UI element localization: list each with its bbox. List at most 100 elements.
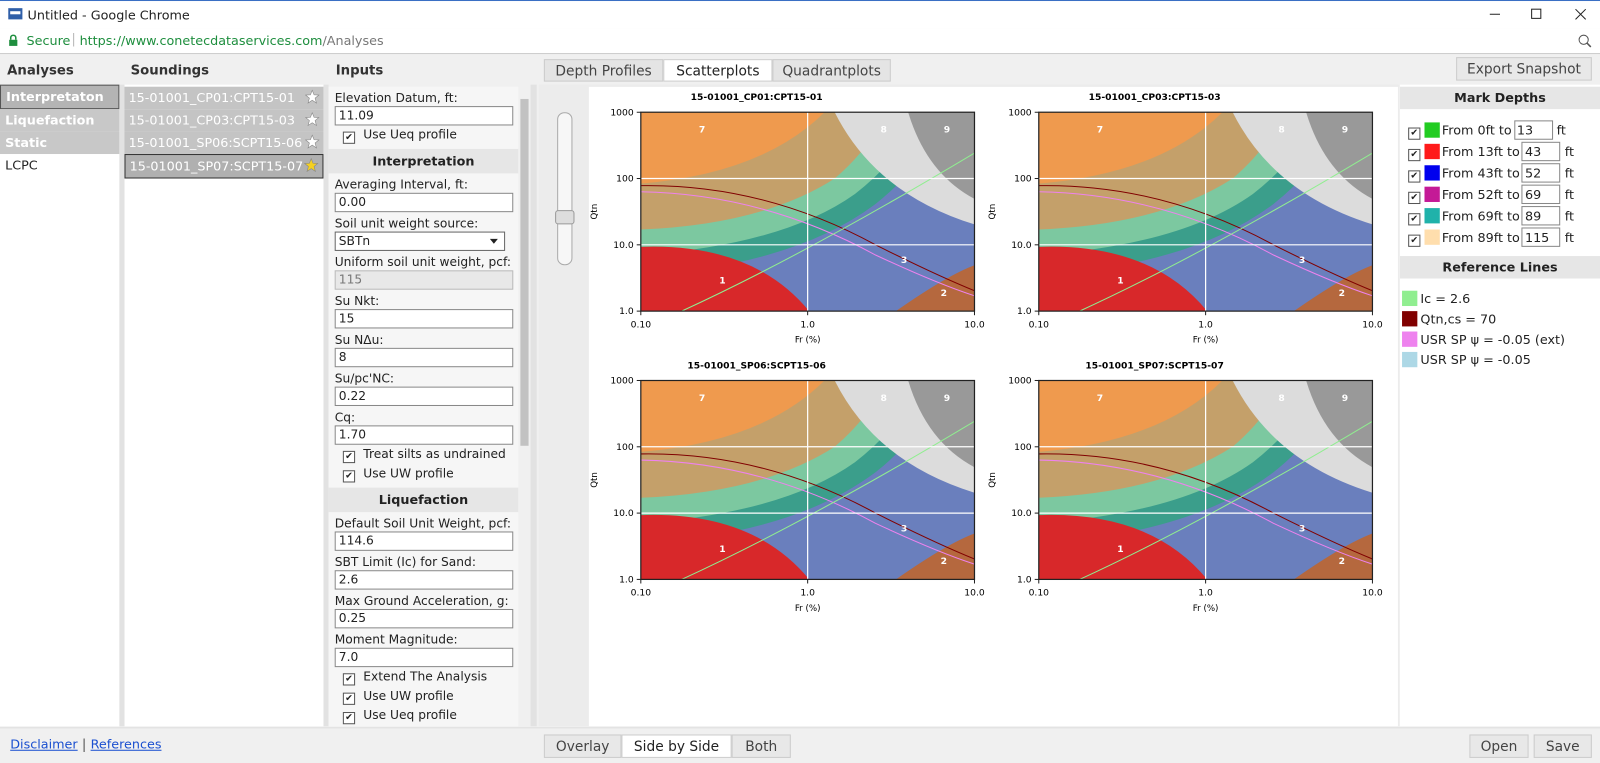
x-axis-label: Fr (%) <box>1193 604 1219 614</box>
checkbox[interactable]: ✔ <box>342 131 356 144</box>
analysis-item[interactable]: Static Liquefaction <box>0 131 120 172</box>
checkbox[interactable]: ✔ <box>1408 191 1421 205</box>
title-bar: Untitled - Google Chrome <box>0 0 1600 29</box>
depth-input[interactable]: 69 <box>1521 184 1561 205</box>
color-swatch <box>1424 165 1440 181</box>
footer: Disclaimer | References Overlay Side by S… <box>0 727 1600 763</box>
analysis-item[interactable]: Interpretaton <box>0 84 120 110</box>
splitter[interactable] <box>119 84 125 727</box>
tab[interactable]: Depth Profiles <box>543 59 664 82</box>
text-input[interactable]: 11.09 <box>334 106 514 126</box>
star <box>305 112 320 127</box>
dropdown-arrow <box>489 238 498 244</box>
tab[interactable]: Quadrantplots <box>772 59 891 82</box>
checkbox-row[interactable]: ✔ Use Ueq profile <box>342 706 519 725</box>
reference-line-row[interactable]: Ic = 2.6 <box>1402 289 1600 309</box>
checkbox[interactable]: ✔ <box>1408 234 1421 247</box>
checkbox[interactable]: ✔ <box>342 450 356 464</box>
plot-title: 15-01001_SP07:SCPT15-07 <box>1085 360 1224 371</box>
y-tick-label: 10.0 <box>1011 508 1032 519</box>
text-input[interactable]: 1.70 <box>334 425 514 445</box>
checkbox[interactable]: ✔ <box>342 470 356 483</box>
open-button[interactable]: Open <box>1469 734 1529 758</box>
zoom-icon[interactable] <box>1578 34 1592 48</box>
checkbox-row[interactable]: ✔ Use Ueq profile <box>342 125 519 144</box>
section-header: Liquefaction <box>328 487 519 513</box>
sounding-item[interactable]: 15-01001_SP06:SCPT15-06 <box>124 131 324 155</box>
mark-depth-row: ✔ From 89ft to 115 ft <box>1408 226 1600 247</box>
app-icon <box>8 8 23 20</box>
url-host: https://www.conetecdataservices.com <box>79 32 323 48</box>
x-tick-label: 0.10 <box>631 588 652 599</box>
disclaimer-link[interactable]: Disclaimer <box>10 736 78 752</box>
zone-label: 2 <box>941 288 947 299</box>
depth-input[interactable]: 43 <box>1521 141 1561 162</box>
checkbox-row[interactable]: ✔ Treat silts as undrained <box>342 445 519 464</box>
scrollbar[interactable] <box>518 86 531 727</box>
sbt-zone <box>895 533 975 580</box>
depth-label: From 69ft to <box>1441 208 1520 224</box>
splitter[interactable] <box>323 84 329 727</box>
text-input[interactable]: 7.0 <box>334 647 514 668</box>
zoom-slider[interactable] <box>557 112 573 266</box>
checkbox[interactable]: ✔ <box>1408 170 1421 183</box>
text-input[interactable]: 0.22 <box>334 386 514 406</box>
analysis-item[interactable]: Liquefaction <box>0 109 120 132</box>
checkbox-row[interactable]: ✔ Use UW profile <box>342 464 519 483</box>
zone-label: 2 <box>1339 556 1345 567</box>
window-controls[interactable] <box>1469 1 1600 29</box>
view-button[interactable]: Overlay <box>543 734 622 758</box>
sounding-item[interactable]: 15-01001_SP07:SCPT15-07 <box>124 154 324 179</box>
reference-line-row[interactable]: USR SP ψ = -0.05 (ext) <box>1402 329 1600 349</box>
reference-line <box>640 459 975 565</box>
depth-label: From 43ft to <box>1441 165 1520 181</box>
zone-label: 2 <box>941 556 947 567</box>
checkbox-row[interactable]: ✔ Extend The Analysis <box>342 667 519 686</box>
checkbox[interactable]: ✔ <box>342 673 356 686</box>
save-button[interactable]: Save <box>1533 734 1592 758</box>
text-input[interactable]: 0.25 <box>334 608 514 629</box>
checkbox[interactable]: ✔ <box>342 712 356 725</box>
slider-thumb[interactable] <box>555 210 575 225</box>
export-button[interactable]: Export Snapshot <box>1456 57 1592 81</box>
checkbox[interactable]: ✔ <box>1408 148 1421 162</box>
analyses-list: Interpretaton Liquefaction Static Liquefac… <box>0 84 120 727</box>
depth-input[interactable]: 52 <box>1521 163 1561 183</box>
mark-depth-row: ✔ From 13ft to 43 ft <box>1408 141 1600 162</box>
checkbox[interactable]: ✔ <box>342 692 356 705</box>
references-link[interactable]: References <box>90 736 162 752</box>
text-input[interactable]: 8 <box>334 347 514 368</box>
star <box>305 89 320 104</box>
splitter[interactable] <box>530 84 537 727</box>
section-header: Mark Depths <box>1399 86 1600 110</box>
text-input[interactable]: 0.00 <box>334 192 514 213</box>
sounding-item[interactable]: 15-01001_CP03:CPT15-03 <box>124 109 324 132</box>
y-axis-label: Qtn <box>988 204 998 220</box>
depth-input[interactable]: 13 <box>1513 120 1553 140</box>
soundings-list: 15-01001_CP01:CPT15-01 15-01001_CP03:CPT1… <box>124 84 324 727</box>
analysis-item[interactable]: LCPC <box>5 157 38 173</box>
address-bar[interactable]: Secure | https://www.conetecdataservices… <box>0 28 1600 55</box>
url: https://www.conetecdataservices.com/Anal… <box>80 33 384 48</box>
view-button[interactable]: Both <box>731 734 791 758</box>
text-input[interactable]: 114.6 <box>334 531 514 551</box>
reference-line-row[interactable]: Qtn,cs = 70 <box>1402 309 1600 329</box>
select[interactable]: SBTn <box>334 231 506 251</box>
checkbox[interactable]: ✔ <box>1408 127 1421 140</box>
depth-input[interactable]: 115 <box>1521 227 1561 247</box>
reference-line-row[interactable]: USR SP ψ = -0.05 <box>1402 350 1600 370</box>
checkbox-label: Use Ueq profile <box>363 127 457 142</box>
zone-label: 7 <box>699 393 705 404</box>
depth-input[interactable]: 89 <box>1521 206 1561 226</box>
tab[interactable]: Scatterplots <box>663 59 773 82</box>
checkbox-row[interactable]: ✔ Use UW profile <box>342 687 519 706</box>
view-button[interactable]: Side by Side <box>621 734 732 758</box>
sbt-zone <box>640 514 810 580</box>
text-input[interactable]: 2.6 <box>334 570 514 590</box>
sounding-item[interactable]: 15-01001_CP01:CPT15-01 <box>124 86 324 110</box>
checkbox[interactable]: ✔ <box>1408 213 1421 226</box>
scroll-thumb[interactable] <box>520 98 529 446</box>
text-input[interactable]: 15 <box>334 309 514 329</box>
